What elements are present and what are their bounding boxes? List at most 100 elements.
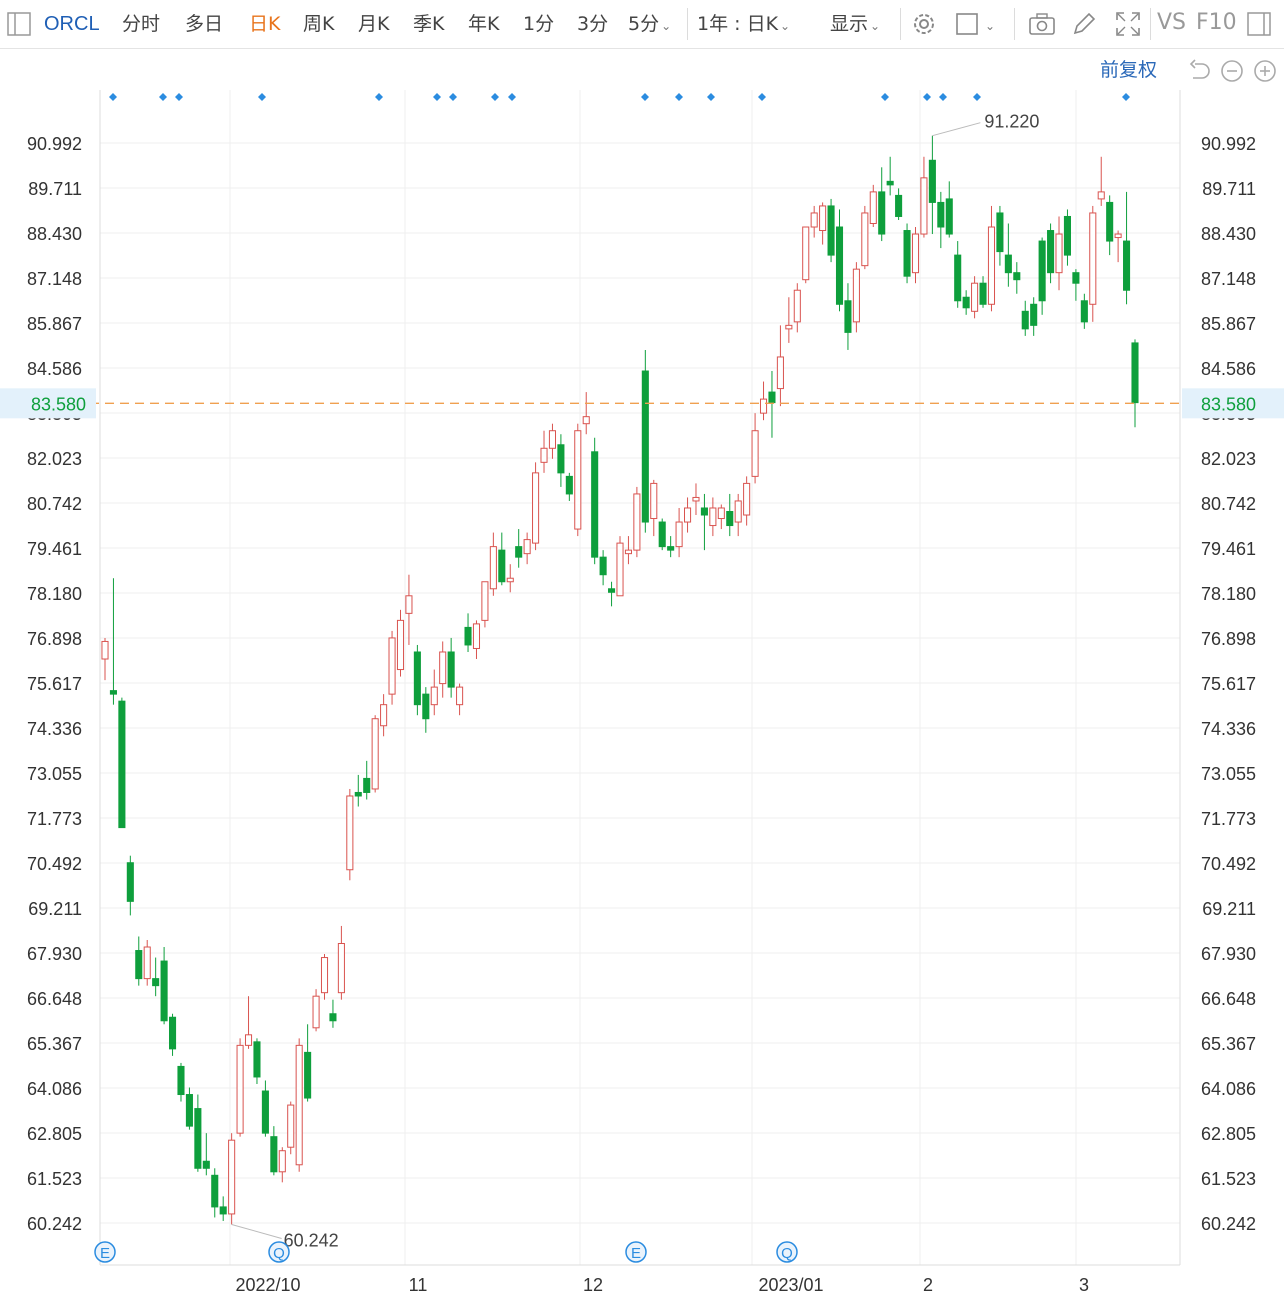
display-menu[interactable]: 显示 ⌄ (830, 10, 880, 40)
candle-down (211, 1174, 219, 1208)
candle-down (979, 282, 987, 305)
candle-up (776, 356, 784, 390)
event-marker-label: Q (781, 1245, 793, 1262)
panel-icon[interactable] (1246, 10, 1274, 38)
x-tick-label: 12 (583, 1275, 603, 1295)
candle-down (844, 300, 852, 333)
tab-3min[interactable]: 3分 (577, 13, 609, 35)
candle-down (422, 693, 430, 720)
candle-up (911, 233, 920, 274)
event-diamond-icon (258, 93, 266, 101)
candle-up (320, 957, 329, 994)
y-tick-label-right: 70.492 (1201, 854, 1256, 874)
gear-icon[interactable] (910, 10, 938, 38)
range-select[interactable]: 1年 : 日K ⌄ (697, 10, 790, 40)
candle-down (109, 690, 117, 695)
candle-down (169, 1016, 177, 1050)
candle-up (439, 651, 447, 685)
symbol-label[interactable]: ORCL (44, 13, 100, 35)
y-tick-label-left: 69.211 (28, 899, 82, 919)
candle-down (557, 444, 565, 474)
toolbar-divider (1014, 8, 1015, 40)
y-tick-label-left: 65.367 (27, 1034, 82, 1054)
candle-up (236, 1044, 244, 1134)
event-diamond-icon (375, 93, 383, 101)
min-price-label: 60.242 (284, 1230, 339, 1250)
candle-down (608, 588, 616, 593)
y-tick-label-right: 69.211 (1202, 899, 1256, 919)
vs-button[interactable]: VS (1157, 10, 1187, 35)
candle-down (1030, 303, 1038, 326)
candle-down (447, 651, 455, 688)
candle-up (810, 212, 818, 228)
fullscreen-icon[interactable] (1114, 10, 1142, 38)
tab-quarter-k[interactable]: 季K (413, 13, 445, 35)
camera-icon[interactable] (1028, 10, 1056, 38)
candle-down (1004, 254, 1012, 274)
tab-1min[interactable]: 1分 (523, 13, 555, 35)
sidebar-toggle-icon[interactable] (6, 10, 34, 38)
candle-up (751, 430, 759, 477)
x-tick-label: 11 (409, 1275, 428, 1295)
chevron-down-icon[interactable]: ⌄ (985, 19, 996, 33)
square-select-icon[interactable] (954, 10, 982, 38)
candle-up (532, 472, 540, 544)
candle-up (709, 507, 717, 527)
pencil-icon[interactable] (1070, 10, 1098, 38)
tab-week-k[interactable]: 周K (303, 13, 335, 35)
adjust-mode-button[interactable]: 前复权 (1100, 59, 1158, 81)
f10-button[interactable]: F10 (1196, 10, 1237, 35)
x-tick-label: 2022/10 (235, 1275, 300, 1295)
event-diamond-icon (491, 93, 499, 101)
toolbar-divider (1150, 8, 1151, 40)
tab-fenshi[interactable]: 分时 (122, 13, 161, 35)
candle-up (405, 595, 413, 614)
zoom-in-icon[interactable] (1252, 58, 1278, 84)
candle-up (143, 946, 151, 980)
tab-5min[interactable]: 5分 ⌄ (628, 10, 671, 40)
candle-up (1097, 191, 1105, 200)
undo-icon[interactable] (1186, 58, 1212, 84)
candle-up (380, 704, 388, 727)
tab-5min-label: 5分 (628, 13, 660, 35)
candle-up (396, 619, 405, 671)
candle-down (962, 296, 970, 309)
candle-up (971, 282, 979, 312)
candle-down (895, 194, 903, 217)
candle-down (768, 391, 776, 404)
y-tick-label-right: 60.242 (1201, 1214, 1256, 1234)
y-tick-label-left: 76.898 (27, 629, 82, 649)
candle-up (987, 226, 996, 305)
event-marker-label: Q (273, 1245, 285, 1262)
candle-down (945, 198, 953, 235)
candle-down (726, 510, 734, 527)
tab-year-k[interactable]: 年K (468, 13, 500, 35)
y-tick-label-right: 88.430 (1201, 224, 1256, 244)
candle-up (228, 1139, 236, 1215)
tab-duori[interactable]: 多日 (185, 13, 224, 35)
zoom-out-icon[interactable] (1219, 58, 1245, 84)
y-tick-label-left: 75.617 (27, 674, 82, 694)
candle-down (194, 1108, 202, 1169)
candle-up (675, 521, 683, 548)
candle-up (759, 398, 768, 414)
tab-day-k[interactable]: 日K (249, 13, 281, 35)
candle-up (802, 226, 810, 281)
toolbar-divider (900, 8, 901, 40)
candle-up (456, 686, 464, 706)
candlestick-chart[interactable]: 90.992 90.992 89.711 89.711 88.430 88.430 87.1… (0, 50, 1284, 1305)
display-menu-label: 显示 (830, 13, 869, 35)
candle-up (717, 507, 725, 520)
candle-down (1013, 272, 1021, 281)
candle-down (253, 1041, 261, 1078)
candle-up (1114, 233, 1122, 239)
x-tick-label: 2023/01 (758, 1275, 823, 1295)
candle-up (287, 1104, 295, 1148)
tab-month-k[interactable]: 月K (358, 13, 390, 35)
current-price-tag-right (1182, 388, 1284, 419)
y-tick-label-left: 61.523 (27, 1169, 82, 1189)
candle-down (878, 191, 886, 235)
y-tick-label-right: 66.648 (1201, 989, 1256, 1009)
y-tick-label-left: 80.742 (27, 494, 82, 514)
x-tick-label: 2 (923, 1275, 933, 1295)
